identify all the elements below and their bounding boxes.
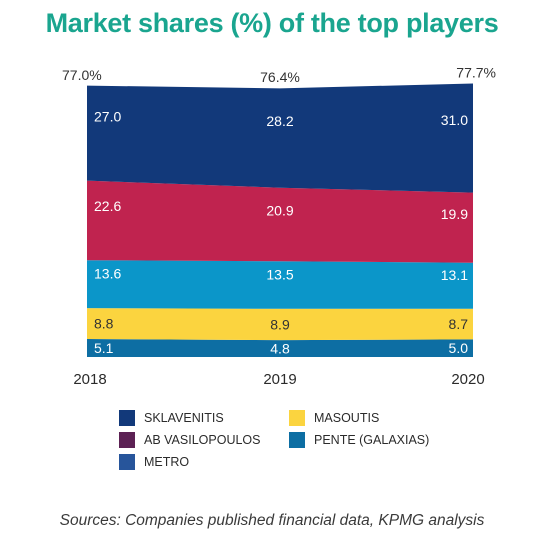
value-label-masoutis-2019: 8.9 (270, 316, 290, 332)
area-pente-galaxias (87, 339, 473, 357)
total-label-2020: 77.7% (456, 65, 496, 81)
legend-item-ab-vasilopoulos: AB VASILOPOULOS (119, 432, 260, 448)
legend-swatch-pente (289, 432, 305, 448)
value-label-ab-vasilopoulos-2018: 22.6 (94, 198, 121, 214)
total-label-2019: 76.4% (260, 69, 300, 85)
legend-item-sklavenitis: SKLAVENITIS (119, 410, 224, 426)
x-tick-label-2020: 2020 (451, 371, 484, 388)
legend-item-pente: PENTE (GALAXIAS) (289, 432, 429, 448)
x-tick-label-2018: 2018 (73, 371, 106, 388)
legend-label-sklavenitis: SKLAVENITIS (144, 411, 224, 425)
value-label-metro-2018: 13.6 (94, 265, 121, 281)
value-label-masoutis-2018: 8.8 (94, 316, 114, 332)
value-label-ab-vasilopoulos-2019: 20.9 (266, 203, 293, 219)
value-label-pente-galaxias-2018: 5.1 (94, 340, 114, 356)
value-label-metro-2020: 13.1 (441, 267, 468, 283)
value-label-sklavenitis-2019: 28.2 (266, 113, 293, 129)
value-label-metro-2019: 13.5 (266, 266, 293, 282)
legend-label-pente: PENTE (GALAXIAS) (314, 433, 430, 447)
value-label-pente-galaxias-2020: 5.0 (449, 340, 469, 356)
legend-swatch-ab-vasilopoulos (119, 432, 135, 448)
area-sklavenitis (87, 83, 473, 193)
value-label-sklavenitis-2018: 27.0 (94, 109, 121, 125)
area-metro (87, 260, 473, 309)
area-masoutis (87, 308, 473, 341)
legend-label-ab-vasilopoulos: AB VASILOPOULOS (144, 433, 261, 447)
legend-label-masoutis: MASOUTIS (314, 411, 380, 425)
legend-swatch-masoutis (289, 410, 305, 426)
legend-item-masoutis: MASOUTIS (289, 410, 379, 426)
source-note: Sources: Companies published financial d… (59, 512, 485, 529)
stacked-area-chart: 5.1 4.8 5.0 8.8 8.9 8.7 13.6 13.5 13.1 22.6 20.9 19… (62, 65, 496, 389)
value-label-ab-vasilopoulos-2020: 19.9 (441, 206, 468, 222)
legend-label-metro: METRO (144, 455, 190, 469)
value-label-sklavenitis-2020: 31.0 (441, 112, 468, 128)
legend-swatch-metro (119, 454, 135, 470)
total-label-2018: 77.0% (62, 67, 102, 83)
x-tick-label-2019: 2019 (263, 371, 296, 388)
legend-swatch-sklavenitis (119, 410, 135, 426)
area-ab-vasilopoulos (87, 180, 473, 263)
chart-title: Market shares (%) of the top players (45, 8, 499, 38)
value-label-masoutis-2020: 8.7 (449, 316, 469, 332)
legend-item-metro: METRO (119, 454, 189, 470)
value-label-pente-galaxias-2019: 4.8 (270, 341, 290, 357)
